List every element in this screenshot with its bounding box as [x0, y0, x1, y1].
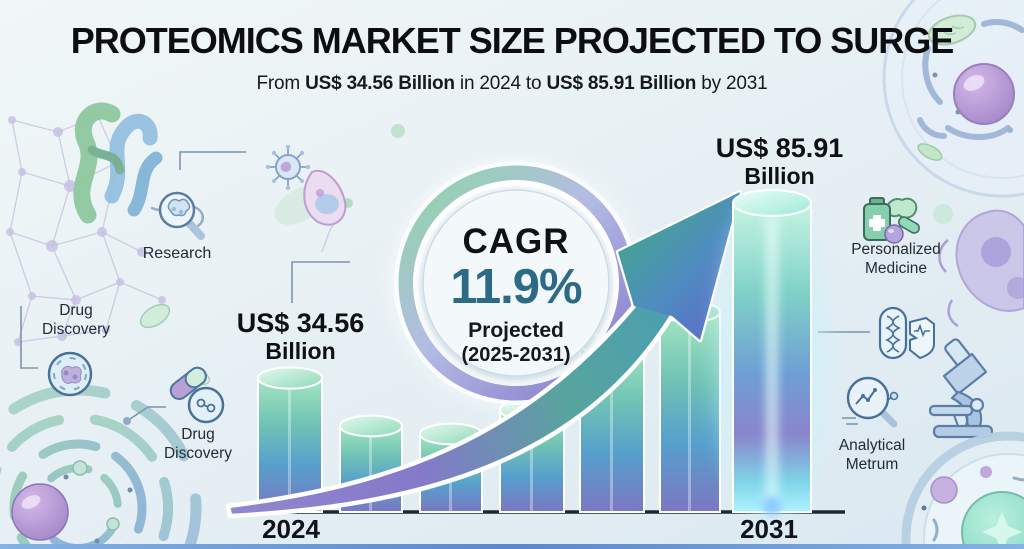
subtitle-value-2031: US$ 85.91 Billion: [546, 73, 697, 94]
bar-body: [659, 311, 721, 513]
bar-lens-flare: [763, 497, 781, 515]
bar-2031-group: [715, 189, 829, 526]
petri-dish-illustration-bottom-right: [901, 431, 1024, 549]
amoeba-illustration-right: [938, 209, 1024, 328]
dot-decoration: [391, 124, 405, 138]
subtitle-text: From: [256, 73, 306, 94]
microscope-illustration: [928, 338, 994, 439]
bar-top: [339, 414, 403, 438]
cagr-value: 11.9%: [450, 260, 582, 314]
medicine-bottle-icon: [863, 197, 920, 244]
bar-highlight: [688, 322, 691, 512]
connector-research: [179, 151, 246, 170]
bean-shape: [139, 303, 171, 329]
subtitle-text: in 2024 to: [454, 73, 547, 94]
magnifier-protein-icon: [158, 191, 205, 240]
bar-highlight: [369, 436, 372, 512]
bar-highlight: [610, 354, 613, 512]
connector-value-2024: [291, 261, 350, 303]
subtitle-text: by 2031: [696, 73, 768, 94]
x-axis-label-2024: 2024: [262, 514, 320, 544]
x-axis-label-2031: 2031: [740, 514, 798, 544]
value-2024-unit: Billion: [265, 337, 336, 364]
cell-illustration-top-right: [882, 0, 1024, 198]
petri-dish-icon: [47, 351, 93, 397]
bar-2024: [257, 366, 323, 513]
bar-highlight: [530, 420, 533, 512]
value-label-2031: US$ 85.91 Billion: [697, 133, 862, 189]
bar-highlight: [288, 388, 291, 512]
page-title: PROTEOMICS MARKET SIZE PROJECTED TO SURG…: [70, 20, 954, 61]
footer-accent-bar: [0, 544, 1024, 549]
label-personalized-medicine: Personalized Medicine: [851, 241, 941, 277]
connector-dot: [123, 417, 131, 425]
virus-cell-illustration: [265, 144, 347, 226]
label-research: Research: [142, 245, 212, 262]
dot-decoration: [933, 204, 953, 224]
capsule-pill-icon: [169, 366, 225, 424]
cagr-projected-text: Projected: [468, 319, 564, 342]
label-analytical-metrum: Analytical Metrum: [838, 437, 906, 473]
subtitle-value-2024: US$ 34.56 Billion: [305, 73, 455, 94]
value-2031-unit: Billion: [744, 162, 815, 189]
connector-lines: [20, 151, 870, 422]
bar-highlight: [765, 217, 779, 500]
value-label-2024: US$ 34.56 Billion: [218, 308, 383, 364]
value-2031-amount: US$ 85.91: [715, 133, 844, 163]
cagr-badge: CAGR 11.9% Projected (2025-2031): [424, 224, 608, 365]
dna-report-icon: [878, 306, 935, 360]
label-drug-discovery-2: Drug Discovery: [163, 426, 233, 462]
subtitle: From US$ 34.56 Billion in 2024 to US$ 85…: [0, 73, 1024, 95]
magnifier-chart-icon: [842, 376, 899, 428]
growth-arrow: [225, 189, 743, 519]
bar-top: [257, 366, 323, 390]
bar-2031: [715, 189, 829, 526]
protein-structure-illustration: [73, 102, 205, 228]
cell-illustration-bottom-left: [0, 384, 202, 549]
label-drug-discovery-1: Drug Discovery: [41, 302, 111, 338]
connector-drug-discovery-1: [20, 306, 38, 369]
value-2024-amount: US$ 34.56: [236, 308, 365, 338]
cagr-label: CAGR: [462, 222, 570, 261]
growth-arrow-head: [618, 192, 740, 340]
bar-top: [732, 189, 812, 217]
connector-drug-discovery-2: [126, 406, 166, 422]
cagr-period-text: (2025-2031): [461, 344, 571, 366]
